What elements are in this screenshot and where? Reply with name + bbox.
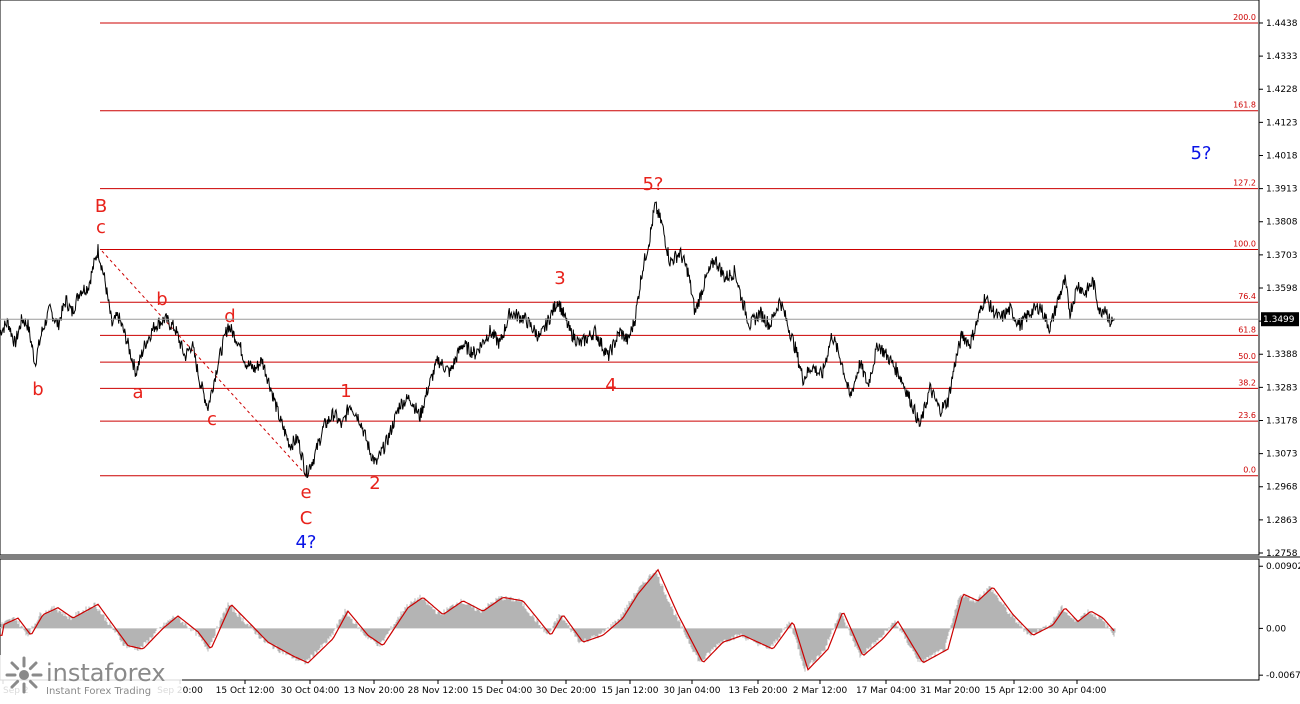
- trend-lines: [101, 250, 307, 476]
- fib-label-76-4: 76.4: [1238, 292, 1256, 301]
- time-tick-label: 15 Dec 04:00: [472, 686, 533, 696]
- time-tick-label: 15 Oct 12:00: [216, 686, 275, 696]
- time-tick-label: 30 Apr 04:00: [1048, 686, 1107, 696]
- price-tick-label: 1.4438: [1266, 19, 1298, 29]
- price-tick-label: 1.4018: [1266, 151, 1298, 161]
- wave-label-2: 2: [369, 473, 380, 494]
- wave-label-c: c: [207, 409, 217, 430]
- wave-label-4: 4: [605, 375, 616, 396]
- logo-tagline: Instant Forex Trading: [46, 686, 151, 697]
- fib-label-0-0: 0.0: [1243, 466, 1256, 475]
- wave-label-B: B: [95, 196, 107, 217]
- time-tick-label: 31 Mar 20:00: [920, 686, 980, 696]
- time-tick-label: 15 Apr 12:00: [985, 686, 1044, 696]
- wave-label-d: d: [224, 306, 235, 327]
- price-tick-label: 1.4123: [1266, 118, 1298, 128]
- time-tick-label: 17 Mar 04:00: [856, 686, 916, 696]
- wave-label-C: C: [300, 508, 313, 529]
- price-tick-label: 1.2863: [1266, 516, 1298, 526]
- wave-label-e: e: [300, 482, 311, 503]
- price-tick-label: 1.4228: [1266, 85, 1298, 95]
- fib-label-200-0: 200.0: [1233, 13, 1256, 22]
- wave-label-5q: 5?: [642, 174, 663, 195]
- fib-label-161-8: 161.8: [1233, 101, 1256, 110]
- current-price-marker: 1.3499: [0, 312, 1299, 327]
- wave-labels: Bc b a b c d eC 4? 1 2 3 4 5? 5?: [32, 143, 1211, 553]
- price-tick-label: 1.2968: [1266, 483, 1298, 493]
- fib-label-23-6: 23.6: [1238, 411, 1256, 420]
- fib-label-127-2: 127.2: [1233, 179, 1256, 188]
- price-tick-label: 1.3598: [1266, 284, 1298, 294]
- price-tick-label: 1.3913: [1266, 185, 1298, 195]
- wave-label-b: b: [156, 289, 167, 310]
- price-axis: 1.4438 1.4333 1.4228 1.4123 1.4018 1.3913 1.38…: [1259, 19, 1298, 559]
- price-tick-label: 1.3178: [1266, 416, 1298, 426]
- price-tick-label: 1.3073: [1266, 450, 1298, 460]
- time-tick-label: 15 Jan 12:00: [602, 686, 659, 696]
- price-tick-label: 1.3388: [1266, 350, 1298, 360]
- price-tick-label: 1.4333: [1266, 52, 1298, 62]
- time-tick-label: 30 Jan 04:00: [664, 686, 721, 696]
- oscillator-signal-line: [0, 568, 1115, 671]
- current-price-box: [1261, 312, 1299, 327]
- oscillator-tick-label: -0.00679: [1266, 671, 1300, 681]
- wave-label-1: 1: [340, 381, 351, 402]
- fib-levels: 200.0 161.8 127.2 100.0 76.4 61.8 50.0 38.2 23.6…: [100, 13, 1258, 477]
- price-panel-frame: [0, 0, 1260, 556]
- time-tick-label: 13 Nov 20:00: [344, 686, 405, 696]
- wave-label-a: a: [132, 382, 143, 403]
- oscillator-tick-label: 0.00: [1266, 624, 1286, 634]
- fib-label-50-0: 50.0: [1238, 352, 1256, 361]
- wave-label-3: 3: [554, 268, 565, 289]
- price-line: [0, 201, 1116, 479]
- trend-line-b-to-e: [101, 250, 307, 476]
- fib-label-38-2: 38.2: [1238, 378, 1256, 387]
- price-tick-label: 1.2758: [1266, 549, 1298, 559]
- logo-text: instaforex: [46, 659, 166, 687]
- wave-label-b: b: [32, 379, 43, 400]
- instaforex-logo: instaforex Instant Forex Trading: [0, 655, 182, 700]
- current-price-label: 1.3499: [1263, 315, 1295, 325]
- time-tick-label: 28 Nov 12:00: [408, 686, 469, 696]
- oscillator-tick-label: 0.00902: [1266, 562, 1300, 572]
- time-tick-label: 30 Oct 04:00: [281, 686, 340, 696]
- fib-label-100-0: 100.0: [1233, 240, 1256, 249]
- instaforex-sunburst-icon: [5, 656, 43, 694]
- time-tick-label: 2 Mar 12:00: [793, 686, 848, 696]
- oscillator-series: [0, 568, 1116, 672]
- wave-label-5q: 5?: [1190, 143, 1211, 164]
- wave-label-4q: 4?: [295, 532, 316, 553]
- price-tick-label: 1.3703: [1266, 251, 1298, 261]
- price-tick-label: 1.3808: [1266, 218, 1298, 228]
- price-tick-label: 1.3283: [1266, 383, 1298, 393]
- price-series: [0, 201, 1116, 479]
- time-tick-label: 13 Feb 20:00: [728, 686, 787, 696]
- oscillator-axis: 0.00902 0.00 -0.00679: [1259, 562, 1300, 681]
- time-tick-label: 30 Dec 20:00: [536, 686, 597, 696]
- fib-label-61-8: 61.8: [1238, 325, 1256, 334]
- wave-label-c: c: [96, 217, 106, 238]
- oscillator-histogram: [0, 570, 1116, 672]
